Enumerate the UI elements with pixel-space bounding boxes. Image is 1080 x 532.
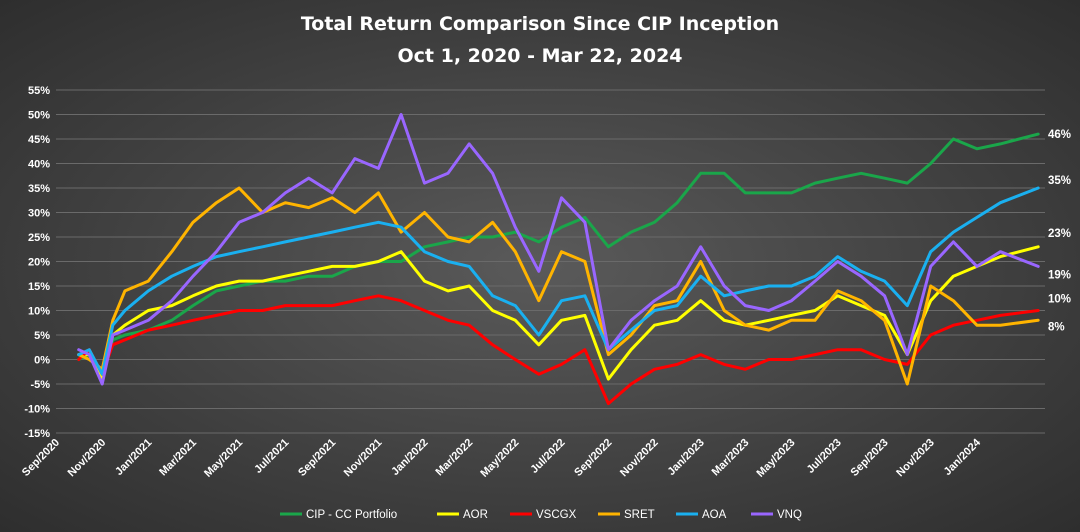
end-labels: 46% 35% 23% 19% 10% 8%: [1048, 129, 1071, 333]
y-tick-label: 55%: [28, 85, 50, 97]
y-tick-label: -10%: [24, 404, 50, 416]
y-tick-label: 0%: [34, 355, 50, 367]
x-tick-label: Sep/2022: [572, 437, 614, 479]
x-tick-label: Sep/2021: [296, 437, 338, 479]
x-tick-label: Jan/2024: [942, 436, 984, 478]
series-line-vnq: [77, 113, 1040, 386]
end-label: 8%: [1048, 321, 1065, 333]
end-label: 35%: [1048, 175, 1071, 187]
y-tick-label: -15%: [24, 428, 50, 440]
x-tick-label: Jan/2022: [389, 437, 430, 478]
y-tick-label: 40%: [28, 159, 50, 171]
series-line-cip-cc-portfolio: [77, 132, 1040, 376]
x-tick-label: Sep/2020: [20, 437, 62, 479]
legend-label: SRET: [624, 509, 655, 521]
series-line-aor: [77, 245, 1040, 381]
gridlines: [56, 89, 1045, 434]
y-tick-label: 10%: [28, 306, 50, 318]
y-tick-label: 30%: [28, 208, 50, 220]
x-tick-label: Mar/2023: [710, 437, 752, 479]
legend-label: VSCGX: [536, 509, 577, 521]
y-tick-label: 35%: [28, 183, 50, 195]
y-tick-label: 20%: [28, 257, 50, 269]
x-tick-label: Mar/2021: [157, 437, 199, 479]
legend-label: AOA: [702, 509, 727, 521]
x-axis: Sep/2020 Nov/2020 Jan/2021 Mar/2021 May/2021…: [20, 436, 984, 480]
legend-label: VNQ: [777, 509, 802, 521]
y-tick-label: 5%: [34, 330, 50, 342]
x-tick-label: Jul/2023: [805, 437, 844, 476]
y-tick-label: 15%: [28, 281, 50, 293]
end-label: 46%: [1048, 129, 1071, 141]
legend-label: CIP - CC Portfolio: [306, 509, 397, 521]
series-lines: [77, 113, 1040, 406]
x-tick-label: Nov/2022: [618, 437, 661, 480]
x-tick-label: Jul/2022: [528, 437, 567, 476]
y-tick-label: 50%: [28, 110, 50, 122]
x-tick-label: Sep/2023: [848, 437, 890, 479]
y-tick-label: 25%: [28, 232, 50, 244]
y-axis: -15% -10% -5% 0% 5% 10% 15% 20% 25% 30% 35% 40% 45% 5…: [24, 85, 50, 440]
x-tick-label: Nov/2023: [894, 437, 937, 480]
legend: CIP - CC Portfolio AOR VSCGX SRET AOA VNQ: [280, 509, 802, 521]
y-tick-label: -5%: [30, 379, 50, 391]
legend-label: AOR: [463, 509, 488, 521]
series-line-aoa: [77, 186, 1040, 376]
chart-subtitle: Oct 1, 2020 - Mar 22, 2024: [397, 45, 682, 67]
x-tick-label: Jan/2023: [665, 437, 706, 478]
end-label: 10%: [1048, 294, 1071, 306]
x-tick-label: May/2023: [755, 437, 798, 480]
x-tick-label: May/2021: [202, 437, 245, 480]
x-tick-label: Mar/2022: [433, 437, 475, 479]
x-tick-label: Nov/2020: [66, 437, 109, 480]
x-tick-label: Jul/2021: [252, 437, 291, 476]
x-tick-label: Nov/2021: [342, 437, 385, 480]
series-line-vscgx: [77, 294, 1040, 406]
y-tick-label: 45%: [28, 134, 50, 146]
x-tick-label: May/2022: [478, 437, 521, 480]
series-line-sret: [77, 186, 1040, 386]
chart-title: Total Return Comparison Since CIP Incept…: [301, 13, 779, 35]
x-tick-label: Jan/2021: [113, 437, 154, 478]
end-label: 23%: [1048, 228, 1071, 240]
end-label: 19%: [1048, 269, 1071, 281]
